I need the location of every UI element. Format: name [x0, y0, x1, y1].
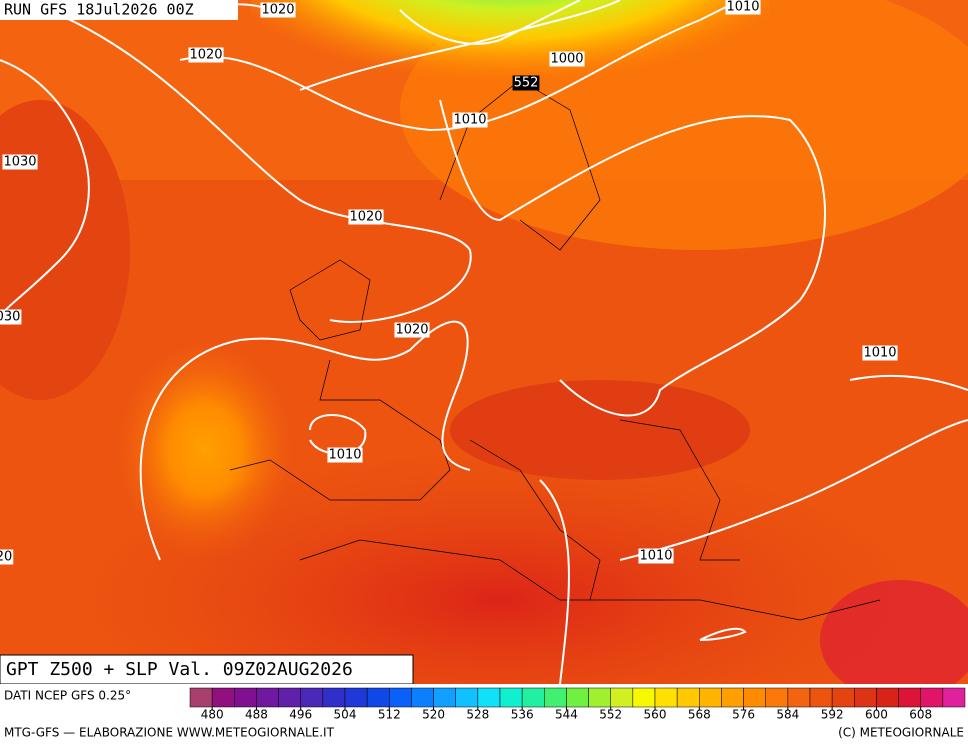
colorbar-tick-label: 528: [466, 708, 489, 722]
isobar-label: 1020: [395, 323, 428, 338]
isobar-label: 20: [0, 550, 12, 565]
colorbar-swatch: [920, 687, 944, 708]
colorbar-tick-label: 504: [334, 708, 357, 722]
isobar-label: 1010: [863, 346, 896, 361]
isobar-label-box: [549, 51, 585, 67]
colorbar-swatch: [876, 687, 899, 708]
isobar-label: 1010: [726, 0, 759, 15]
isobar-label: 1010: [328, 448, 361, 463]
colorbar-swatch: [433, 687, 456, 708]
colorbar-swatch: [831, 687, 855, 708]
colorbar-tick-label: 480: [201, 708, 224, 722]
isobar-label-box: [188, 47, 224, 63]
colorbar-swatch: [344, 687, 368, 708]
colorbar-swatch: [455, 687, 479, 708]
colorbar-tick-label: 496: [289, 708, 312, 722]
isobar-label-box: [394, 322, 430, 338]
copyright: (C) METEOGIORNALE: [838, 726, 964, 740]
colorbar-swatch: [942, 687, 966, 708]
isobar-label-box: [2, 154, 38, 170]
colorbar-swatch: [566, 687, 589, 708]
colorbar-tick-label: 536: [511, 708, 534, 722]
colorbar-swatch: [389, 687, 412, 708]
colorbar-tick-label: 600: [865, 708, 888, 722]
isobar-label-box: [0, 309, 22, 325]
colorbar-swatch: [499, 687, 523, 708]
colorbar-swatch: [765, 687, 789, 708]
isobar-label-box: [862, 345, 898, 361]
colorbar-tick-label: 520: [422, 708, 445, 722]
colorbar-swatch: [211, 687, 235, 708]
colorbar-swatch: [632, 687, 656, 708]
colorbar-swatch: [787, 687, 811, 708]
colorbar-swatch: [189, 687, 213, 708]
colorbar-swatch: [366, 687, 390, 708]
colorbar-swatch: [322, 687, 346, 708]
isobar-label-box: [725, 0, 761, 15]
isobar-label: 1010: [639, 549, 672, 564]
isobar-label-box: [260, 2, 296, 18]
colorbar-swatch: [654, 687, 678, 708]
product-title: GPT Z500 + SLP Val. 09Z02AUG2026: [6, 659, 353, 680]
credit: MTG-GFS — ELABORAZIONE WWW.METEOGIORNALE…: [4, 726, 335, 740]
isobar-label: 1020: [349, 210, 382, 225]
isobar-label-box: [512, 75, 540, 91]
colorbar-tick-label: 592: [821, 708, 844, 722]
run-label: RUN GFS 18Jul2026 00Z: [4, 1, 194, 19]
isobar-label: 1020: [261, 3, 294, 18]
colorbar-swatch: [588, 687, 611, 708]
isobar-label-box: [327, 447, 363, 463]
colorbar-swatch: [234, 687, 257, 708]
isobar-label: 552: [514, 76, 539, 91]
colorbar-tick-label: 552: [599, 708, 622, 722]
colorbar-swatch: [256, 687, 279, 708]
colorbar-swatch: [743, 687, 766, 708]
colorbar-swatch: [676, 687, 700, 708]
isobar-label-box: [638, 548, 674, 564]
colorbar-tick-label: 488: [245, 708, 268, 722]
isobar-label: 1000: [550, 52, 583, 67]
colorbar-tick-label: 560: [644, 708, 667, 722]
colorbar-tick-label: 584: [776, 708, 799, 722]
colorbar: 480 488 496 504 512 520 528 536 544 552 560 568 576 5…: [189, 687, 966, 722]
isobar-label: 030: [0, 310, 20, 325]
colorbar-tick-label: 576: [732, 708, 755, 722]
isobar-label-box: [452, 112, 488, 128]
isobar-label: 1020: [189, 48, 222, 63]
colorbar-swatch: [699, 687, 722, 708]
colorbar-tick-label: 568: [688, 708, 711, 722]
colorbar-swatch: [854, 687, 877, 708]
isobar-label: 1030: [3, 155, 36, 170]
source: DATI NCEP GFS 0.25°: [4, 689, 131, 703]
colorbar-swatch: [809, 687, 833, 708]
colorbar-tick-label: 512: [378, 708, 401, 722]
colorbar-swatch: [477, 687, 501, 708]
isobar-label-box: [348, 209, 384, 225]
colorbar-tick-label: 608: [909, 708, 932, 722]
colorbar-swatch: [411, 687, 434, 708]
colorbar-tick-label: 544: [555, 708, 578, 722]
isobar-label-box: [0, 549, 14, 565]
colorbar-swatch: [610, 687, 634, 708]
colorbar-swatch: [721, 687, 744, 708]
colorbar-swatch: [898, 687, 921, 708]
colorbar-swatch: [521, 687, 545, 708]
colorbar-swatch: [544, 687, 567, 708]
colorbar-swatch: [300, 687, 324, 708]
isobar-labels: 1020 1020 1010 1000 552 1010 1030 1020 030 1020 10…: [0, 0, 898, 565]
header-box: [0, 0, 238, 20]
isobar-label: 1010: [453, 113, 486, 128]
colorbar-swatch: [278, 687, 301, 708]
